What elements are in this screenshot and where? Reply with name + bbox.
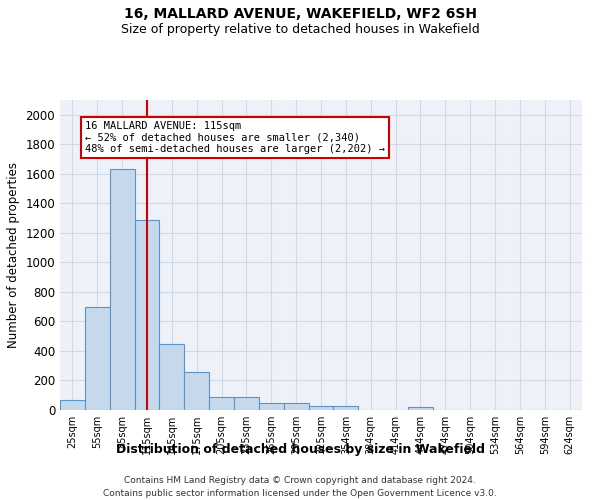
Bar — [308, 406, 334, 410]
Bar — [334, 406, 358, 410]
Bar — [184, 372, 209, 410]
Bar — [209, 396, 234, 410]
Bar — [134, 220, 160, 410]
Bar — [60, 400, 85, 410]
Bar — [284, 404, 308, 410]
Bar — [234, 396, 259, 410]
Text: Contains HM Land Registry data © Crown copyright and database right 2024.: Contains HM Land Registry data © Crown c… — [124, 476, 476, 485]
Bar — [408, 407, 433, 410]
Text: Distribution of detached houses by size in Wakefield: Distribution of detached houses by size … — [115, 442, 485, 456]
Bar — [160, 344, 184, 410]
Text: 16, MALLARD AVENUE, WAKEFIELD, WF2 6SH: 16, MALLARD AVENUE, WAKEFIELD, WF2 6SH — [124, 8, 476, 22]
Text: Size of property relative to detached houses in Wakefield: Size of property relative to detached ho… — [121, 22, 479, 36]
Y-axis label: Number of detached properties: Number of detached properties — [7, 162, 20, 348]
Bar — [259, 402, 284, 410]
Text: 16 MALLARD AVENUE: 115sqm
← 52% of detached houses are smaller (2,340)
48% of se: 16 MALLARD AVENUE: 115sqm ← 52% of detac… — [85, 120, 385, 154]
Bar — [110, 168, 134, 410]
Bar — [85, 308, 110, 410]
Text: Contains public sector information licensed under the Open Government Licence v3: Contains public sector information licen… — [103, 489, 497, 498]
